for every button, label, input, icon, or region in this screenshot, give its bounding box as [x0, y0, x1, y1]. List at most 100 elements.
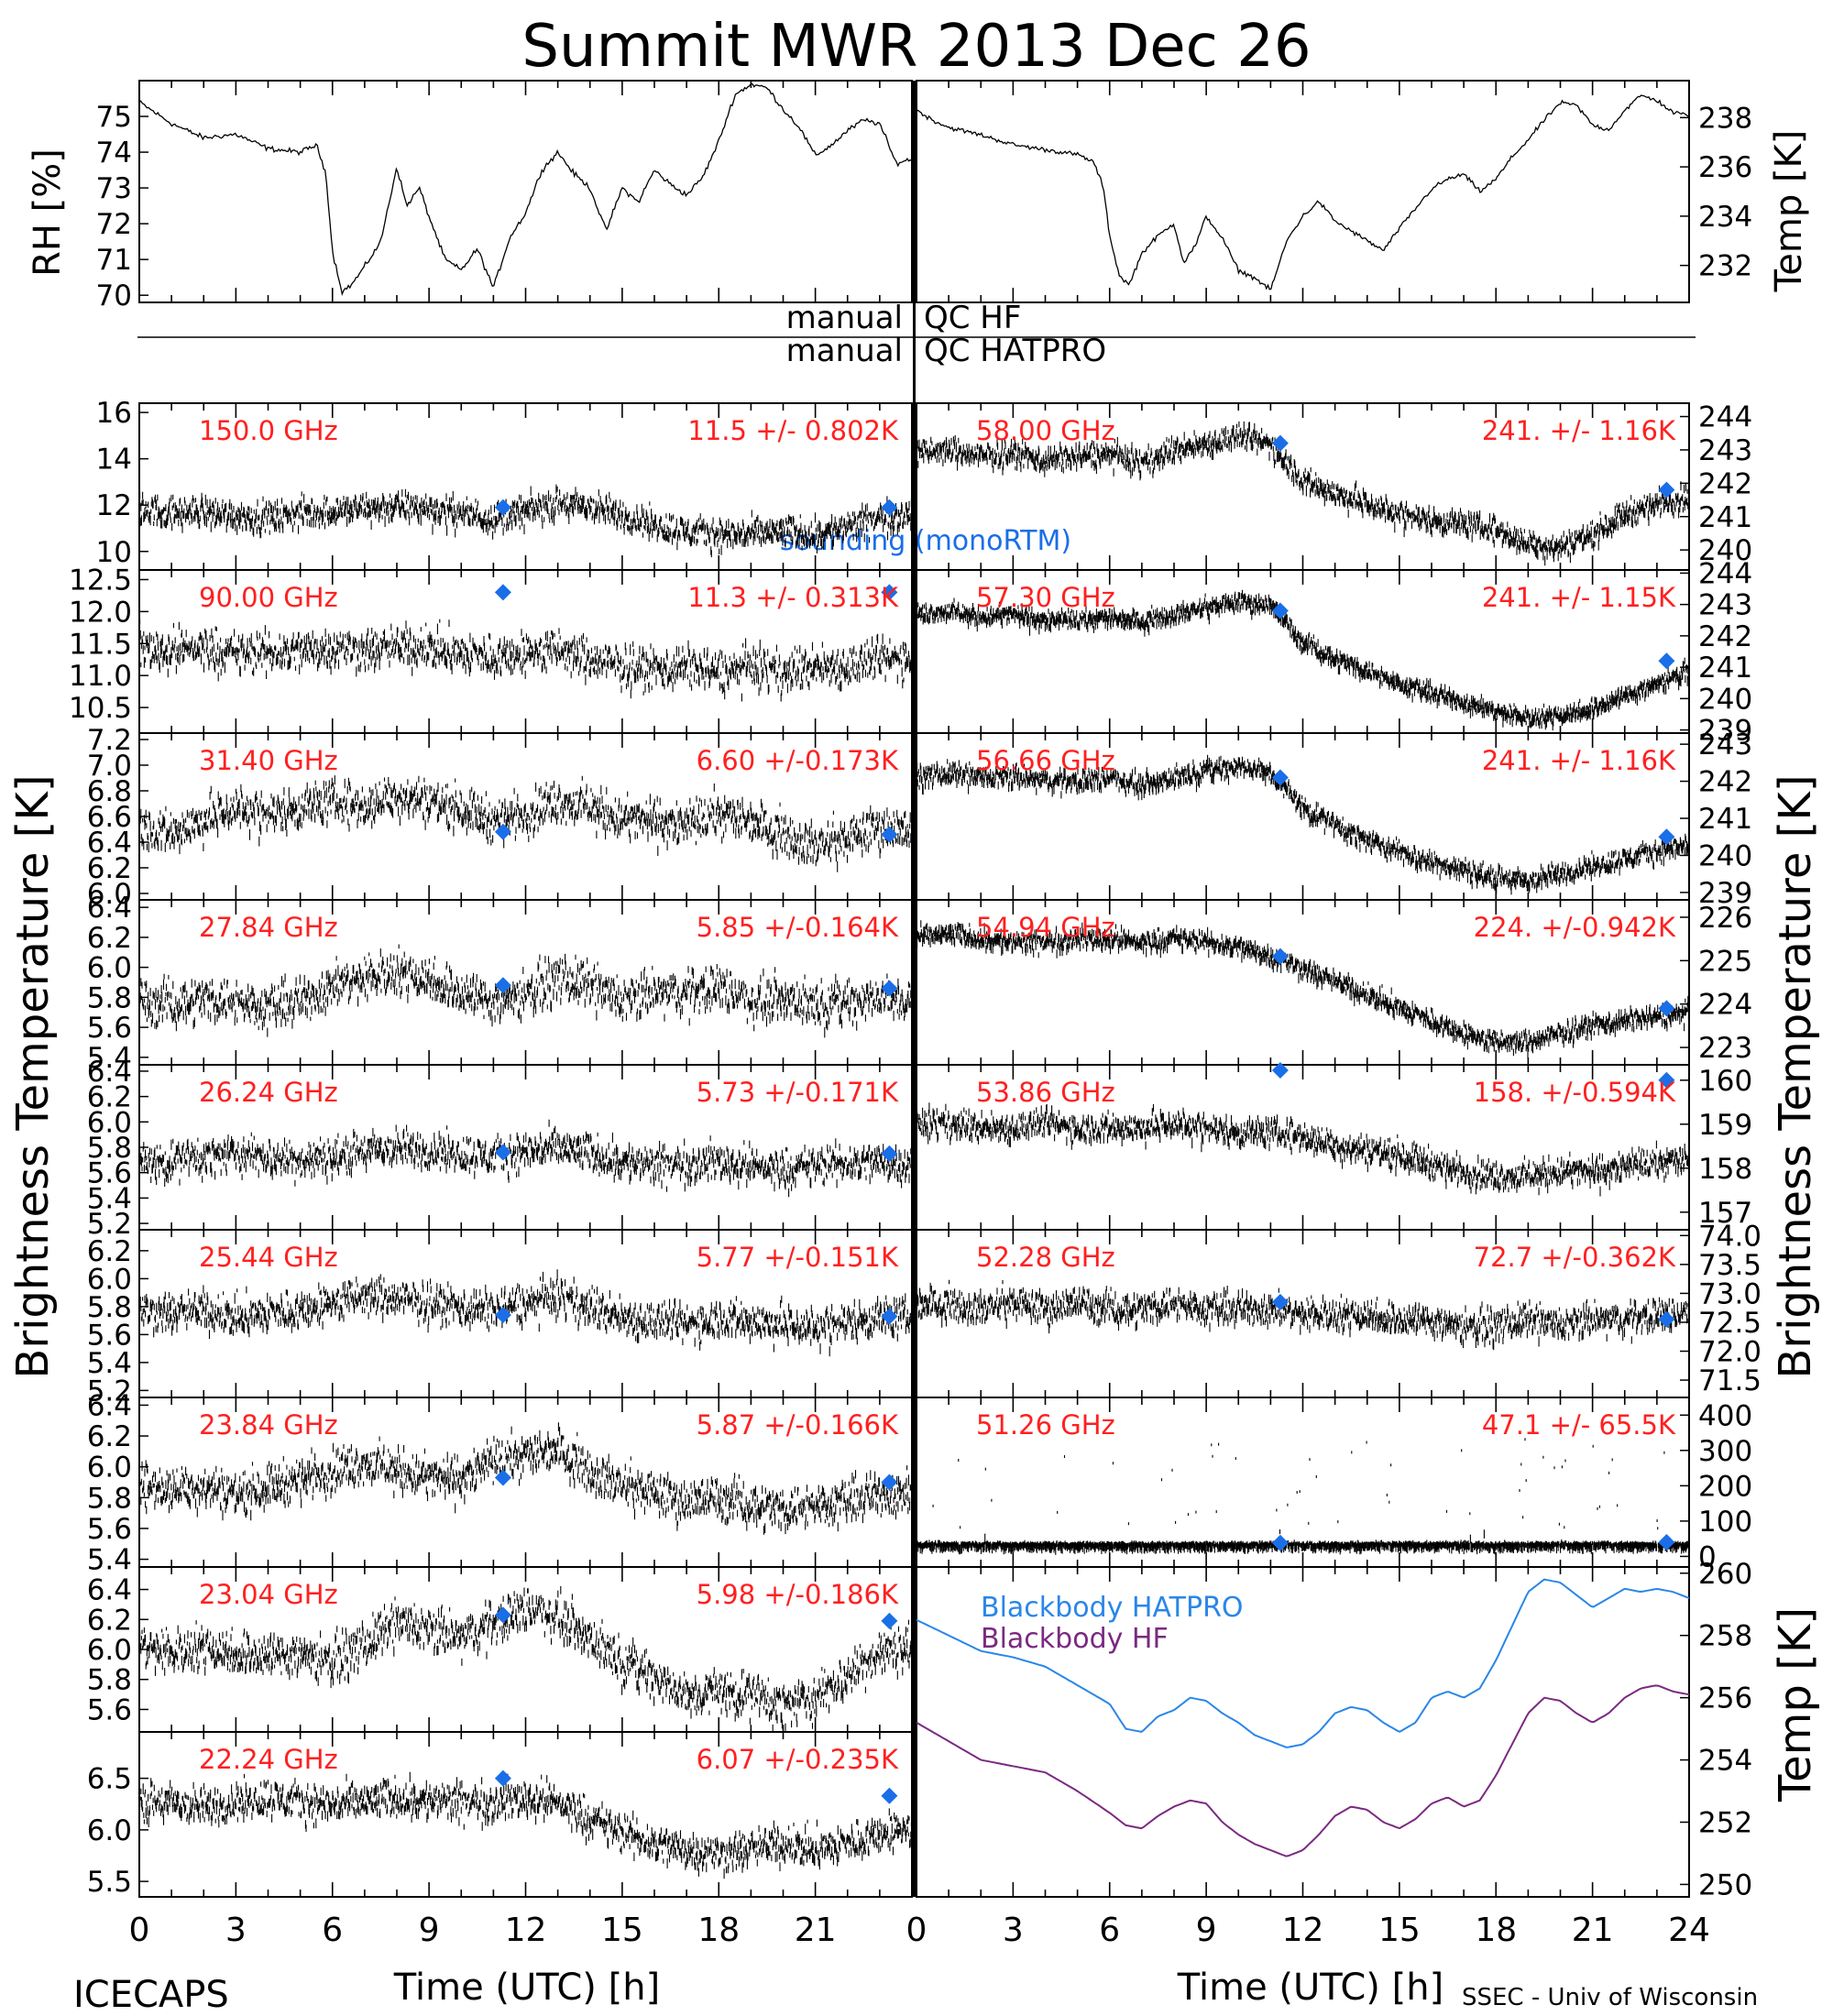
stats-label: 5.87 +/-0.166K	[697, 1409, 899, 1441]
stats-label: 224. +/-0.942K	[1474, 912, 1676, 943]
x-ticks	[138, 733, 913, 900]
x-tick-label: 18	[1475, 1912, 1517, 1949]
y-tick-label: 5.6	[87, 1319, 132, 1352]
y-tick-label: 226	[1698, 902, 1752, 935]
y-tick-label: 6.0	[87, 1452, 132, 1485]
stats-label: 72.7 +/-0.362K	[1474, 1242, 1676, 1273]
y-tick-label: 5.6	[87, 1012, 132, 1045]
y-tick-label: 12	[96, 489, 132, 522]
y-tick-label: 258	[1698, 1620, 1752, 1653]
x-tick-label: 15	[601, 1912, 643, 1949]
x-tick-label: 3	[225, 1912, 247, 1949]
y-tick-label: 6.0	[87, 1263, 132, 1296]
y-tick-label: 5.4	[87, 1182, 132, 1215]
sounding-marker	[1658, 1310, 1675, 1328]
y-tick-label: 241	[1698, 652, 1752, 685]
freq-label: 58.00 GHz	[976, 415, 1115, 446]
x-ticks	[916, 403, 1690, 570]
sounding-marker	[881, 584, 898, 601]
legend-blackbody-hatpro: Blackbody HATPRO	[981, 1592, 1244, 1624]
y-tick-label: 6.2	[87, 1604, 132, 1637]
rh-trace	[138, 82, 913, 297]
y-tick-label: 6.0	[87, 1634, 132, 1667]
y-tick-label: 240	[1698, 683, 1752, 716]
y-tick-label: 12.0	[69, 596, 132, 629]
x-ticks	[138, 81, 913, 302]
y-tick-label: 12.5	[69, 564, 132, 597]
sounding-marker	[494, 1307, 511, 1324]
y-tick-label: 240	[1698, 534, 1752, 567]
y-tick-label: 260	[1698, 1558, 1752, 1591]
freq-label: 23.84 GHz	[199, 1409, 338, 1441]
temp-trace	[916, 94, 1690, 290]
y-tick-label: 241	[1698, 501, 1752, 534]
y-tick-label: 200	[1698, 1470, 1752, 1503]
x-tick-label: 6	[322, 1912, 343, 1949]
y-tick-label: 242	[1698, 766, 1752, 799]
y-tick-label: 14	[96, 444, 132, 477]
x-ticks	[138, 900, 913, 1065]
y-tick-label: 158	[1698, 1153, 1752, 1186]
panel-c25: 5.25.45.65.86.06.2 25.44 GHz 5.77 +/-0.151…	[87, 1229, 913, 1408]
y-tick-label: 72.0	[1698, 1336, 1762, 1369]
y-tick-label: 241	[1698, 803, 1752, 836]
freq-label: 54.94 GHz	[976, 912, 1115, 943]
y-tick-label: 0	[1698, 1540, 1717, 1573]
stats-label: 5.85 +/-0.164K	[697, 912, 899, 943]
y-tick-label: 10.5	[69, 692, 132, 725]
y-tick-label: 6.2	[87, 1420, 132, 1453]
stats-label: 5.77 +/-0.151K	[697, 1242, 899, 1273]
stats-label: 241. +/- 1.16K	[1482, 415, 1676, 446]
x-tick-label: 12	[1282, 1912, 1324, 1949]
legend-blackbody-hf: Blackbody HF	[981, 1623, 1169, 1655]
x-ticks: 0 3 6 9 12 15 18 21	[129, 1732, 913, 1949]
panel-frame	[916, 80, 1690, 303]
freq-label: 25.44 GHz	[199, 1242, 338, 1273]
sounding-marker	[881, 1474, 898, 1491]
x-ticks	[916, 900, 1690, 1065]
sounding-marker	[494, 977, 511, 994]
x-tick-label: 0	[906, 1912, 927, 1949]
y-tick-label: 6.0	[87, 952, 132, 985]
sounding-marker	[1271, 602, 1289, 619]
sounding-marker	[494, 1606, 511, 1624]
y-tick-label: 11.0	[69, 660, 132, 693]
y-tick-label: 72.5	[1698, 1307, 1762, 1340]
sounding-marker	[881, 980, 898, 997]
x-ticks	[138, 403, 913, 570]
y-tick-label: 243	[1698, 434, 1752, 467]
stats-label: 241. +/- 1.16K	[1482, 745, 1676, 776]
x-ticks	[138, 1567, 913, 1732]
sounding-marker	[1658, 1000, 1675, 1017]
x-ticks	[916, 1230, 1690, 1397]
y-tick-label: 7.0	[87, 750, 132, 783]
data-trace-c22	[138, 1771, 913, 1879]
y-tick-label: 11.5	[69, 628, 132, 661]
y-tick-label: 157	[1698, 1197, 1752, 1230]
footer-icecaps: ICECAPS	[73, 1974, 229, 2016]
y-tick-label: 5.4	[87, 1347, 132, 1380]
data-trace-c23b	[138, 1585, 913, 1733]
x-ticks	[916, 1397, 1690, 1567]
sounding-marker	[1658, 828, 1675, 846]
data-trace-c23a	[138, 1422, 913, 1535]
x-ticks	[138, 1230, 913, 1397]
data-trace-c51	[916, 1438, 1690, 1555]
stats-label: 6.07 +/-0.235K	[697, 1744, 899, 1775]
y-tick-label: 6.4	[87, 1574, 132, 1607]
y-tick-label: 6.8	[87, 775, 132, 808]
stats-label: 11.3 +/- 0.313K	[687, 582, 899, 613]
y-tick-label: 240	[1698, 839, 1752, 872]
x-ticks	[138, 1065, 913, 1230]
sounding-marker	[881, 1612, 898, 1629]
x-ticks	[138, 570, 913, 733]
ylabel-rh: RH [%]	[27, 148, 69, 277]
y-tick-label: 238	[1698, 102, 1752, 135]
freq-label: 22.24 GHz	[199, 1744, 338, 1775]
x-ticks	[138, 1397, 913, 1567]
panel-c31: 6.06.26.46.66.87.07.2 31.40 GHz 6.60 +/-0.…	[87, 724, 913, 911]
